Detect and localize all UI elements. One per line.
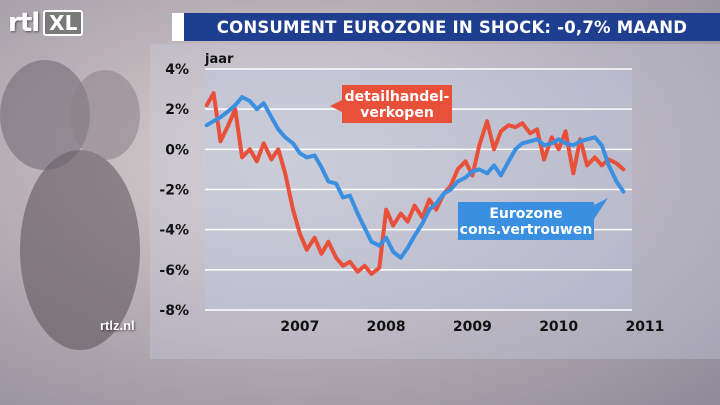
legend-label: cons.vertrouwen [460,222,593,238]
logo-badge: XL [43,10,84,36]
series-line [204,95,626,260]
channel-logo: rtl XL [8,8,84,38]
crowd-shape [70,70,140,160]
legend-label: verkopen [360,105,434,121]
y-tick-label: -2% [159,183,189,199]
y-tick-label: -8% [159,303,189,319]
site-watermark: rtlz.nl [100,318,135,333]
x-tick-label: 2010 [539,319,578,335]
callout-box [342,85,452,123]
y-tick-label: 0% [165,142,189,158]
callout-box [458,202,594,240]
callout-pointer [330,100,342,112]
callout-pointer [594,198,608,219]
y-tick-label: -4% [159,223,189,239]
x-tick-label: 2009 [453,319,492,335]
logo-text: rtl [8,8,40,38]
x-tick-label: 2011 [625,319,664,335]
y-tick-label: 2% [165,102,189,118]
x-tick-label: 2008 [367,319,406,335]
crowd-shape [20,150,140,350]
legend-callout: detailhandel-verkopen [330,85,452,123]
title-bar: CONSUMENT EUROZONE IN SHOCK: -0,7% MAAND [172,13,720,41]
chart-title: CONSUMENT EUROZONE IN SHOCK: -0,7% MAAND [216,17,688,37]
y-axis-label: jaar [204,52,234,67]
y-tick-label: -6% [159,263,189,279]
legend-label: Eurozone [489,206,562,222]
y-tick-label: 4% [165,62,189,78]
x-tick-label: 2007 [280,319,319,335]
legend-label: detailhandel- [345,89,450,105]
